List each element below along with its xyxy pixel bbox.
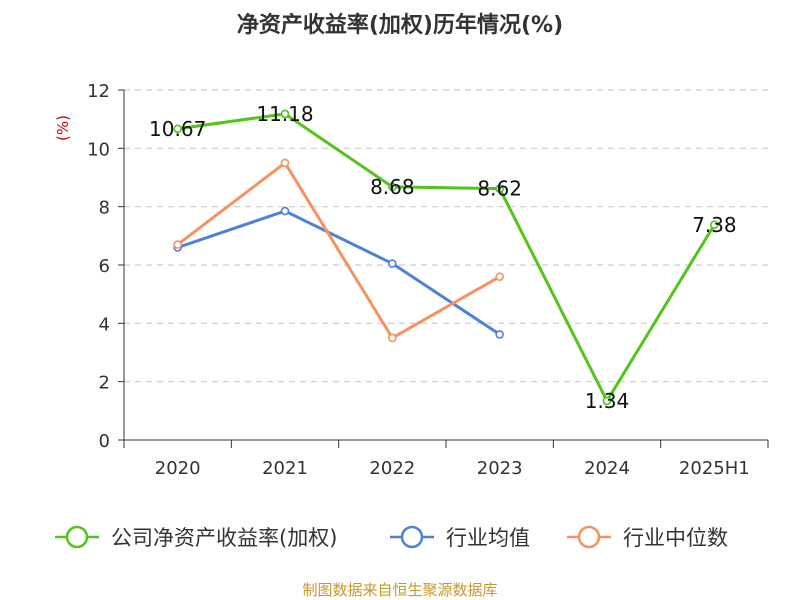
data-label: 10.67 (149, 117, 206, 141)
series-line-2 (176, 161, 501, 340)
data-label: 7.38 (692, 213, 737, 237)
y-tick-label: 2 (99, 373, 110, 394)
y-tick-label: 6 (99, 256, 110, 277)
y-tick-label: 12 (87, 81, 110, 102)
series-line-1 (177, 209, 501, 336)
data-label: 11.18 (256, 102, 313, 126)
data-point (280, 158, 290, 168)
x-tick-label: 2022 (369, 458, 415, 479)
x-tick-label: 2024 (584, 458, 630, 479)
legend-marker-icon (577, 525, 601, 549)
data-point (173, 240, 182, 249)
data-point (388, 182, 397, 192)
y-tick-label: 10 (87, 139, 110, 160)
x-tick-label: 2021 (262, 458, 308, 479)
y-tick-label: 0 (99, 431, 110, 452)
chart-title: 净资产收益率(加权)历年情况(%) (237, 12, 563, 38)
data-label: 8.68 (370, 175, 415, 199)
series-group (173, 109, 719, 406)
legend-label[interactable]: 行业均值 (446, 526, 530, 550)
y-axis-label: (%) (54, 115, 72, 141)
x-tick-label: 2023 (477, 458, 523, 479)
series-line-0 (177, 112, 716, 403)
x-tick-label: 2020 (155, 458, 201, 479)
data-labels: 10.67 11.18 8.68 8.62 1.34 7.38 (149, 102, 737, 413)
axes: 0 2 4 6 8 10 12 2020 2021 2022 2023 2024 2025H1 (87, 81, 769, 479)
data-point (280, 206, 290, 216)
legend-label[interactable]: 行业中位数 (623, 526, 728, 550)
legend-marker-icon (400, 525, 424, 549)
y-tick-label: 4 (99, 314, 110, 335)
y-tick-label: 8 (99, 198, 110, 219)
data-point (495, 184, 504, 193)
data-point (495, 272, 504, 281)
data-point (710, 220, 719, 230)
legend-marker-icon (65, 525, 89, 549)
legend[interactable]: 公司净资产收益率(加权) 行业均值 行业中位数 (55, 525, 728, 550)
data-point (388, 333, 397, 343)
legend-label[interactable]: 公司净资产收益率(加权) (111, 526, 337, 550)
data-point (388, 259, 397, 268)
grid-lines (124, 89, 768, 383)
data-label: 8.62 (477, 177, 522, 201)
data-point (602, 396, 612, 406)
data-label: 1.34 (585, 389, 630, 413)
data-point (280, 109, 290, 119)
x-tick-label: 2025H1 (679, 458, 750, 479)
source-note: 制图数据来自恒生聚源数据库 (302, 581, 497, 599)
data-point (495, 330, 504, 339)
data-point (173, 124, 182, 134)
